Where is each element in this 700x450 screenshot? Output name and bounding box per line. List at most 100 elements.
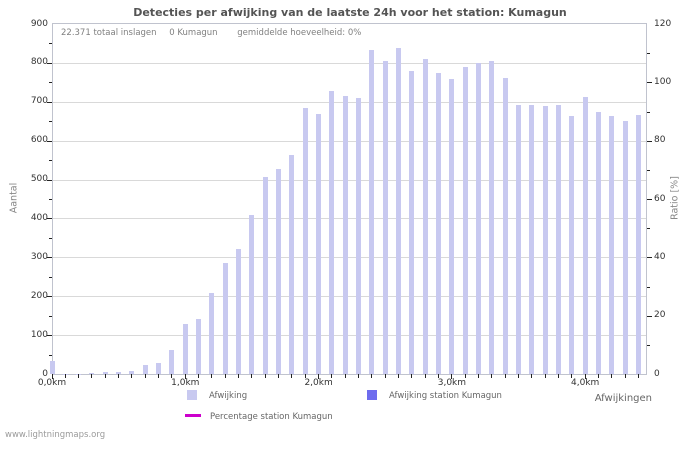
bar [262,176,268,374]
legend-item-percentage-station: Percentage station Kumagun [185,412,333,422]
bar [489,60,495,374]
summary-info-line: 22.371 totaal inslagen 0 Kumagun gemidde… [61,28,361,38]
left-axis-tick-label: 500 [30,174,48,185]
x-tick [464,374,466,378]
left-minor-tick [49,199,52,200]
right-minor-tick [647,111,650,113]
chart-title: Detecties per afwijking van de laatste 2… [133,6,567,19]
right-minor-tick [647,53,650,55]
x-tick [598,374,600,378]
left-major-tick [47,257,52,259]
x-tick [384,374,386,378]
right-axis-tick-label: 120 [654,18,672,29]
bar [329,90,335,374]
x-tick [304,374,306,378]
x-tick [184,374,186,379]
legend-label: Afwijking [209,391,248,401]
bar [529,104,535,374]
left-axis-tick-label: 100 [30,329,48,340]
legend-label: Percentage station Kumagun [210,412,333,422]
bar [169,350,175,374]
bar [422,59,428,374]
left-minor-tick [49,237,52,239]
x-tick [238,374,240,378]
legend-item-afwijking-station: Afwijking station Kumagun [367,390,502,401]
x-tick [424,374,426,378]
x-tick [518,374,520,378]
x-tick [158,374,160,378]
left-major-tick [47,62,52,64]
x-tick [371,374,373,378]
percentage-line-swatch-icon [185,414,201,417]
afwijking-swatch-icon [187,390,197,400]
x-tick [624,374,626,378]
bar [289,155,295,374]
right-axis-tick-label: 100 [654,76,672,87]
x-tick [171,374,173,378]
afwijking-station-swatch-icon [367,390,377,400]
right-axis-tick-label: 20 [654,310,666,321]
right-minor-tick [647,169,650,171]
left-major-tick [47,179,52,181]
right-major-tick [647,315,652,317]
bar [129,371,135,374]
x-tick [451,374,453,379]
bar [182,324,188,374]
bar [596,111,602,374]
bar [502,78,508,374]
bar [276,168,282,374]
bar [116,371,122,374]
bar [342,95,348,374]
x-tick [118,374,120,378]
x-tick [584,374,586,379]
right-minor-tick [647,344,650,346]
bar [556,104,562,374]
left-major-tick [47,140,52,142]
left-minor-tick [49,276,52,278]
bar [636,115,642,374]
gridline [53,62,646,64]
bar [582,96,588,374]
x-tick [438,374,440,378]
left-major-tick [47,296,52,298]
watermark-url: www.lightningmaps.org [5,430,106,440]
x-axis-tick-label: 0,0km [37,378,67,388]
right-minor-tick [647,286,650,288]
bar [449,78,455,374]
x-tick [291,374,293,378]
right-major-tick [647,257,652,259]
gridline [53,101,646,103]
x-tick [571,374,573,378]
x-tick [411,374,413,378]
right-axis-tick-label: 60 [654,193,666,204]
left-axis-tick-label: 200 [30,290,48,301]
x-tick [531,374,533,378]
station-strikes-text: 0 Kumagun [169,28,218,38]
x-tick [144,374,146,378]
x-tick [558,374,560,378]
left-axis-tick-label: 900 [30,18,48,29]
average-amount-text: gemiddelde hoeveelheid: 0% [237,28,362,38]
bar [369,50,375,374]
bar [609,116,615,374]
x-tick [211,374,213,378]
gridline [53,218,646,220]
x-tick [264,374,266,378]
legend-label: Afwijking station Kumagun [389,391,502,401]
right-major-tick [647,199,652,200]
left-minor-tick [49,121,52,123]
x-tick [478,374,480,378]
x-tick [398,374,400,378]
left-minor-tick [49,354,52,356]
bar [209,292,215,374]
x-tick [611,374,613,378]
x-tick [78,374,80,378]
gridline [53,257,646,259]
bar [436,73,442,374]
left-minor-tick [49,315,52,317]
x-tick [104,374,106,378]
gridline [53,140,646,142]
x-tick [504,374,506,378]
x-axis-title: Afwijkingen [594,393,652,404]
x-axis-tick-label: 2,0km [304,378,333,388]
